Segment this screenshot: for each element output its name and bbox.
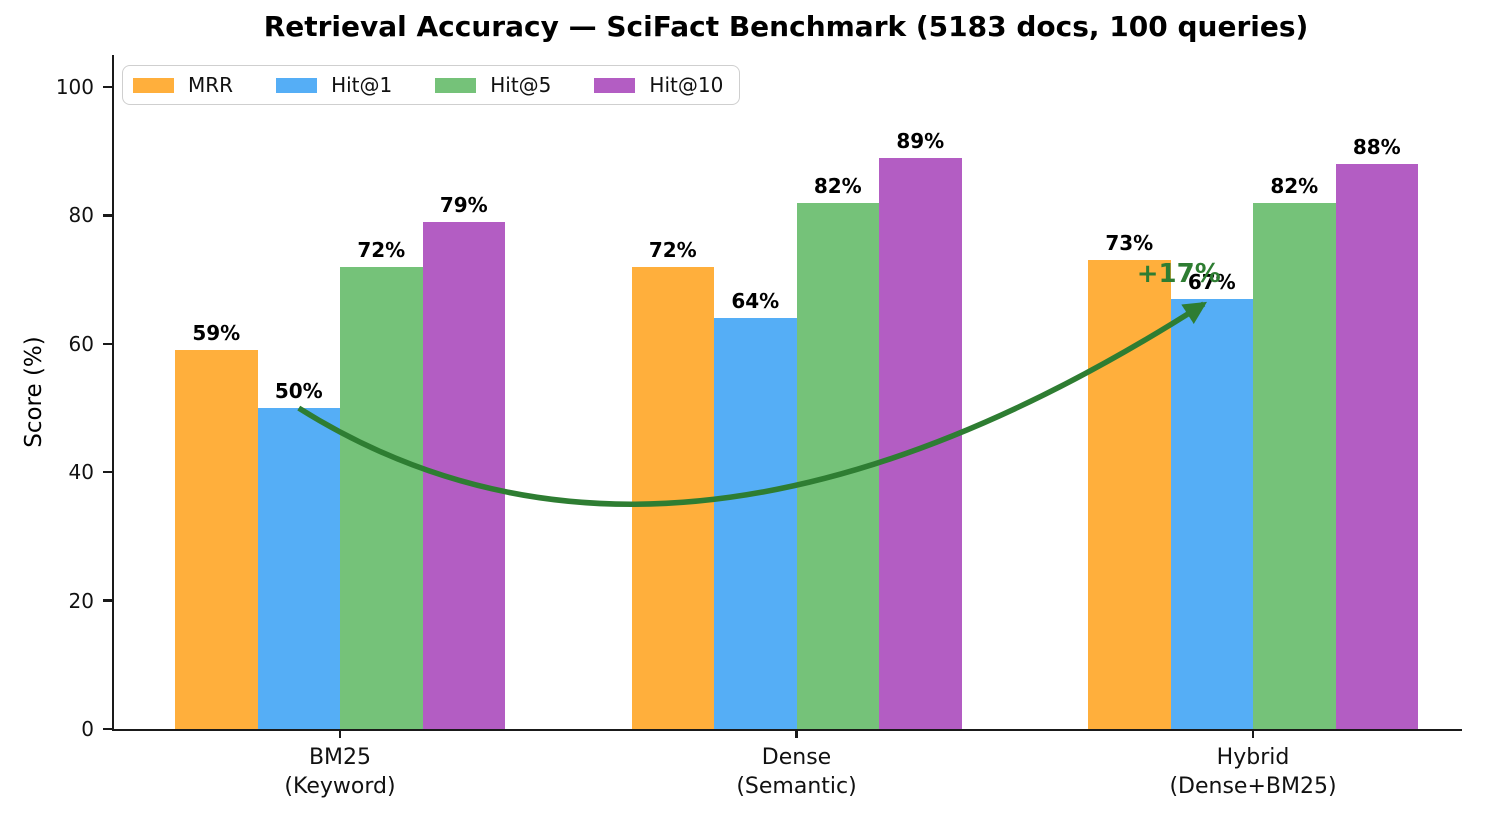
legend-label: Hit@5 (490, 73, 552, 97)
legend-item-mrr: MRR (133, 73, 233, 97)
y-axis-label: Score (%) (21, 336, 47, 448)
legend-swatch-icon (276, 77, 318, 93)
bar-value-label: 72% (648, 237, 697, 262)
bar-value-label: 79% (439, 192, 488, 217)
bar-hybrid-hit@1 (1170, 298, 1253, 729)
bar-dense-hit@5 (796, 202, 879, 729)
legend-swatch-icon (435, 77, 477, 93)
x-tick-label-hybrid: Hybrid (Dense+BM25) (1169, 745, 1337, 799)
bar-dense-hit@1 (714, 318, 797, 729)
y-tick-label: 80 (68, 203, 94, 228)
bar-value-label: 89% (896, 128, 945, 153)
legend: MRR Hit@1 Hit@5 Hit@10 (122, 65, 741, 105)
y-tick-mark (103, 470, 112, 474)
x-tick-label-dense: Dense (Semantic) (736, 745, 857, 799)
bar-value-label: 73% (1105, 231, 1154, 256)
legend-item-hit@1: Hit@1 (276, 73, 392, 97)
bar-dense-mrr (631, 266, 714, 729)
bar-dense-hit@10 (879, 157, 962, 729)
legend-item-hit@5: Hit@5 (435, 73, 551, 97)
annotation-label: +17% (1136, 258, 1221, 289)
x-tick-mark (795, 729, 798, 738)
bar-bm25-hit@5 (340, 266, 423, 729)
plot-area: 59% 72% 73% 50% 64% 67% 72% 82% 82% 79% 89% 88% +17… (56, 55, 1462, 799)
legend-label: Hit@10 (649, 73, 724, 97)
bar-value-label: 72% (357, 237, 406, 262)
y-tick-mark (103, 599, 112, 602)
y-tick-label: 0 (81, 717, 94, 741)
y-tick-mark (103, 85, 112, 89)
y-tick-label: 100 (55, 75, 94, 100)
bar-bm25-mrr (175, 350, 258, 729)
chart-title: Retrieval Accuracy — SciFact Benchmark (… (263, 10, 1309, 43)
bar-value-label: 88% (1352, 135, 1401, 160)
legend-label: MRR (188, 73, 234, 97)
bar-hybrid-hit@5 (1253, 202, 1336, 729)
x-tick-label-bm25: BM25 (Keyword) (284, 745, 396, 799)
y-tick-mark (103, 214, 112, 217)
y-tick-label: 60 (68, 331, 94, 356)
bar-bm25-hit@1 (257, 408, 340, 729)
y-tick-label: 40 (68, 460, 94, 485)
bar-value-label: 82% (1270, 173, 1319, 198)
legend-swatch-icon (133, 77, 174, 93)
y-tick-mark (103, 727, 112, 731)
bar-value-label: 59% (192, 321, 241, 346)
bar-value-label: 67% (1187, 269, 1236, 294)
x-tick-mark (338, 729, 342, 738)
bar-hybrid-mrr (1088, 260, 1171, 729)
bar-value-label: 64% (731, 289, 780, 314)
bar-value-label: 50% (274, 379, 323, 404)
x-tick-mark (1251, 729, 1255, 738)
bar-bm25-hit@10 (422, 221, 505, 729)
bar-hybrid-hit@10 (1335, 164, 1418, 729)
y-tick-mark (103, 342, 112, 346)
bar-value-label: 82% (813, 173, 862, 198)
legend-label: Hit@1 (331, 73, 393, 97)
legend-swatch-icon (594, 77, 636, 93)
y-tick-label: 20 (68, 588, 94, 613)
legend-item-hit@10: Hit@10 (594, 73, 723, 97)
